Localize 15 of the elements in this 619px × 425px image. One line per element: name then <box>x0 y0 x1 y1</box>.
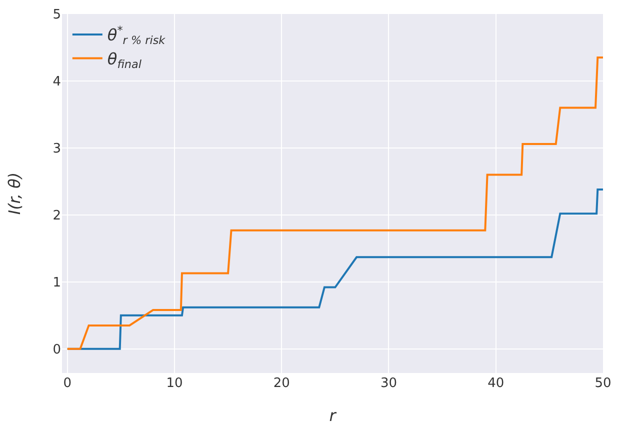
legend-label: θ$_{final}$ <box>107 50 142 71</box>
x-tick-label: 50 <box>594 376 612 391</box>
x-tick-label: 40 <box>488 376 504 391</box>
y-tick-label: 0 <box>52 342 61 358</box>
y-tick-label: 2 <box>52 208 61 224</box>
y-axis-title: I(r, θ) <box>5 172 24 215</box>
y-tick-label: 3 <box>52 142 61 157</box>
y-tick-label: 4 <box>52 74 61 90</box>
y-tick-label: 5 <box>52 8 61 23</box>
y-tick-label: 1 <box>52 275 61 290</box>
x-tick-label: 0 <box>63 376 72 391</box>
x-axis-title: r <box>329 406 338 425</box>
x-tick-label: 30 <box>380 376 398 391</box>
x-tick-label: 10 <box>166 376 183 391</box>
x-tick-label: 20 <box>273 376 290 391</box>
